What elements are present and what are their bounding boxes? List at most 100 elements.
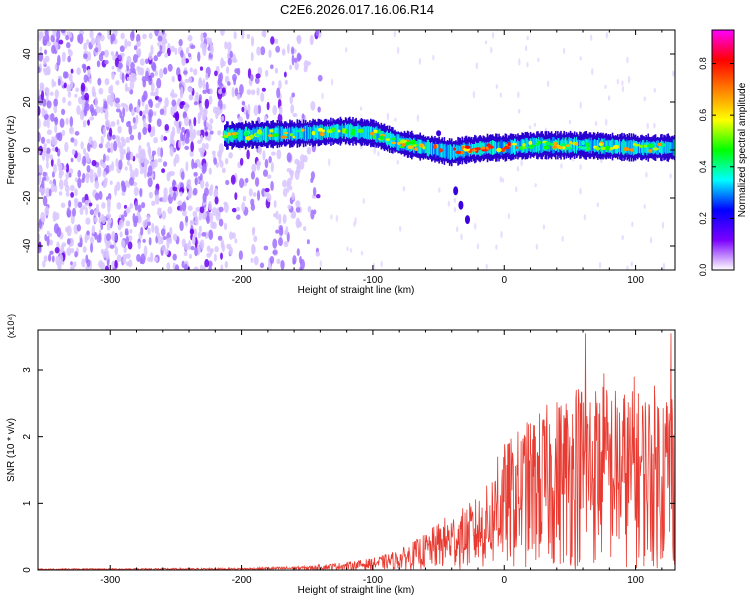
ridge-hotspot: [643, 144, 648, 148]
noise-speck: [206, 215, 210, 224]
noise-speck: [183, 251, 188, 257]
noise-speck: [242, 195, 247, 202]
ridge-cell: [252, 127, 254, 142]
noise-speck: [507, 213, 511, 220]
noise-speck: [214, 245, 219, 253]
ridge-cell: [628, 140, 631, 155]
noise-speck: [270, 180, 274, 191]
ridge-cell: [426, 139, 429, 156]
ridge-cell: [584, 138, 587, 152]
noise-speck: [288, 169, 295, 176]
noise-speck: [43, 119, 48, 128]
noise-speck: [116, 202, 122, 210]
noise-speck: [297, 53, 302, 61]
noise-speck: [70, 191, 75, 198]
noise-speck: [38, 233, 41, 243]
noise-speck: [158, 50, 163, 55]
snr-xlabel: Height of straight line (km): [298, 585, 415, 596]
noise-speck: [495, 84, 499, 89]
noise-speck: [167, 63, 173, 72]
noise-speck: [147, 123, 152, 133]
noise-speck: [151, 222, 155, 233]
noise-speck: [263, 245, 269, 251]
noise-speck: [82, 120, 87, 125]
noise-speck: [560, 163, 563, 169]
ridge-hotspot: [295, 129, 302, 133]
noise-speck: [132, 124, 138, 130]
ridge-cell: [435, 141, 437, 158]
noise-speck: [607, 95, 611, 101]
ridge-cell: [393, 133, 395, 148]
noise-speck: [252, 192, 257, 197]
noise-speck: [579, 164, 582, 170]
ridge-cell: [365, 126, 368, 140]
noise-speck: [284, 79, 288, 85]
ridge-cell: [241, 129, 244, 141]
noise-speck: [255, 73, 261, 79]
noise-speck: [266, 174, 272, 179]
ridge-cell: [631, 141, 634, 154]
ridge-hotspot: [528, 140, 533, 146]
noise-speck: [80, 82, 86, 92]
noise-speck: [150, 82, 155, 93]
noise-speck: [44, 206, 50, 216]
noise-speck: [98, 87, 104, 95]
colorbar: 0.0 0.2 0.4 0.6 0.8 Normalized spectral ampl…: [698, 29, 748, 277]
noise-speck: [104, 59, 109, 65]
colorbar-tick-label: 0.0: [698, 264, 708, 277]
noise-speck: [225, 66, 230, 75]
noise-speck: [241, 100, 246, 106]
ridge-cell: [647, 142, 650, 153]
noise-speck: [214, 70, 218, 77]
noise-speck: [130, 151, 134, 161]
ridge-cell: [623, 138, 625, 156]
noise-speck: [75, 87, 79, 93]
noise-speck: [127, 120, 131, 125]
noise-speck: [94, 47, 99, 53]
noise-speck: [213, 157, 218, 165]
noise-speck: [299, 160, 305, 170]
noise-speck: [51, 44, 56, 54]
ridge-cell: [496, 141, 498, 154]
y-tick-label: 3: [22, 367, 33, 373]
ridge-hotspot: [609, 147, 616, 150]
ridge-cell: [450, 145, 453, 159]
y-tick-label: -20: [22, 190, 33, 205]
ridge-cell: [609, 140, 612, 153]
noise-speck: [312, 187, 317, 197]
noise-speck: [219, 160, 224, 168]
noise-speck: [490, 46, 493, 54]
ridge-hotspot: [390, 141, 397, 145]
figure-title: C2E6.2026.017.16.06.R14: [280, 2, 434, 17]
noise-speck: [160, 228, 166, 237]
noise-speck: [197, 231, 202, 239]
noise-speck: [251, 243, 256, 255]
noise-speck: [203, 211, 208, 219]
noise-speck: [596, 202, 600, 208]
noise-speck: [227, 57, 232, 66]
noise-speck: [128, 235, 133, 241]
noise-speck: [116, 119, 120, 126]
noise-speck: [231, 232, 236, 239]
noise-speck: [253, 235, 258, 243]
ridge-cell: [277, 125, 280, 143]
ridge-peak: [474, 147, 481, 151]
noise-speck: [253, 104, 259, 116]
ridge-cell: [454, 144, 456, 160]
noise-speck: [195, 91, 199, 100]
noise-speck: [236, 214, 241, 220]
ridge-cell: [268, 127, 270, 142]
noise-speck: [115, 181, 121, 191]
noise-speck: [184, 243, 189, 251]
noise-speck: [87, 51, 92, 62]
noise-speck: [68, 32, 73, 39]
noise-speck: [252, 228, 255, 237]
noise-speck: [275, 210, 279, 220]
ridge-hotspot: [243, 132, 250, 136]
noise-speck: [185, 128, 190, 140]
noise-speck: [546, 80, 550, 88]
noise-speck: [153, 111, 157, 116]
ridge-hotspot: [565, 144, 571, 148]
noise-speck: [44, 49, 48, 55]
noise-speck: [217, 150, 223, 158]
